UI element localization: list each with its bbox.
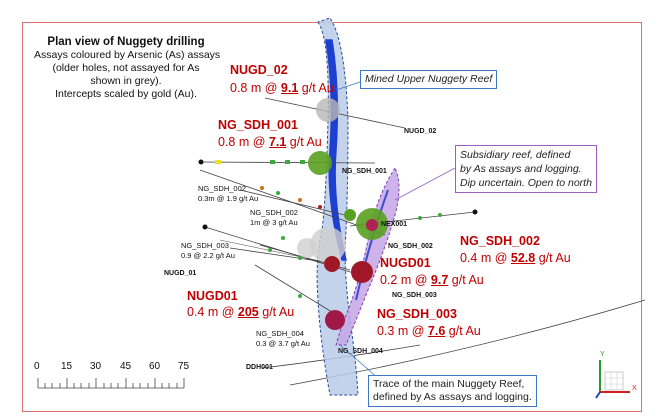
axis-gizmo: [595, 360, 630, 399]
sphere-grey-old: [310, 227, 346, 263]
sphere-sdh002-red: [366, 219, 378, 231]
intercept-hole-sdh002: NG_SDH_002: [460, 234, 540, 248]
sphere-nugd01-grey: [297, 238, 317, 258]
leader-mined-reef: [335, 81, 361, 91]
intercept-hole-sdh003: NG_SDH_003: [377, 307, 457, 321]
trace-label-nugd-01: NUGD_01: [164, 270, 197, 277]
collar-nex001: [472, 209, 478, 215]
callout-subsidiary-line-1: Subsidiary reef, defined: [460, 149, 571, 161]
intercept-value-nugd01-right: 0.2 m @ 9.7 g/t Au: [380, 273, 484, 287]
sphere-sdh002-small: [344, 209, 356, 221]
leader-subsidiary: [394, 167, 456, 201]
sphere-nugd01: [324, 256, 340, 272]
leader-sdh003: [219, 239, 326, 263]
subsidiary-reef-core: [355, 189, 389, 301]
scale-tick-45: 45: [120, 361, 132, 372]
axis-label-x: X: [632, 385, 637, 392]
callout-subsidiary-line-2: by As assays and logging.: [460, 163, 582, 175]
trace-label-ng-sdh-002: NG_SDH_002: [388, 243, 433, 250]
legend-line-1: Assays coloured by Arsenic (As) assays: [34, 49, 221, 61]
callout-subsidiary-line-3: Dip uncertain. Open to north: [460, 177, 592, 189]
intercept-value-sdh001: 0.8 m @ 7.1 g/t Au: [218, 135, 322, 149]
trace-label-ng-sdh-004: NG_SDH_004: [338, 348, 383, 355]
scale-bar-graphic: [37, 378, 185, 389]
drill-trace-nugd01: [229, 247, 326, 263]
sphere-nugd01-205: [351, 261, 373, 283]
figure-title: Plan view of Nuggety drilling: [47, 36, 205, 48]
legend-block: Plan view of Nuggety drilling Assays col…: [34, 36, 221, 101]
intercept-hole-sdh001: NG_SDH_001: [218, 118, 298, 132]
small-intercept-b: NG_SDH_002 1m @ 3 g/t Au: [250, 208, 298, 227]
collar-sdh003: [202, 224, 208, 230]
assay-markers: [215, 160, 442, 298]
intercept-hole-nugd01-right: NUGD01: [380, 256, 431, 270]
collar-sdh001: [198, 159, 204, 165]
scale-tick-0: 0: [34, 361, 40, 372]
callout-mined-reef: Mined Upper Nuggety Reef: [360, 70, 498, 89]
trace-label-ng-sdh-003: NG_SDH_003: [392, 292, 437, 299]
sphere-nugd02: [316, 98, 340, 122]
scale-tick-30: 30: [90, 361, 102, 372]
callout-main-reef-line-2: defined by As assays and logging.: [373, 391, 532, 403]
intercept-value-nugd01-left: 0.4 m @ 205 g/t Au: [187, 305, 295, 319]
legend-line-3: shown in grey).: [90, 75, 162, 87]
scale-tick-15: 15: [61, 361, 73, 372]
scale-tick-75: 75: [178, 361, 190, 372]
trace-label-nugd-02: NUGD_02: [404, 128, 437, 135]
drill-trace-sdh002b: [239, 189, 346, 216]
sphere-sdh003: [325, 310, 345, 330]
legend-line-2: (older holes, not assayed for As: [52, 62, 200, 74]
intercept-value-nugd02: 0.8 m @ 9.1 g/t Au: [230, 81, 334, 95]
small-intercept-a: NG_SDH_002 0.3m @ 1.9 g/t Au: [198, 184, 259, 203]
trace-label-nex001: NEX001: [381, 221, 408, 228]
small-intercept-d: NG_SDH_004 0.3 @ 3.7 g/t Au: [256, 329, 310, 348]
intercept-hole-nugd02: NUGD_02: [230, 63, 288, 77]
callout-main-reef: Trace of the main Nuggety Reef, defined …: [368, 375, 537, 407]
legend-line-4: Intercepts scaled by gold (Au).: [55, 88, 197, 100]
trace-label-ng-sdh-001: NG_SDH_001: [342, 168, 387, 175]
drill-trace-sdh004: [254, 264, 346, 321]
intercept-value-sdh002: 0.4 m @ 52.8 g/t Au: [460, 251, 571, 265]
callout-main-reef-line-1: Trace of the main Nuggety Reef,: [373, 378, 525, 390]
callout-subsidiary-reef: Subsidiary reef, defined by As assays an…: [455, 145, 597, 193]
trace-label-ddh001: DDH001: [246, 364, 273, 371]
small-intercept-c: NG_SDH_003 0.9 @ 2.2 g/t Au: [181, 241, 235, 260]
scale-tick-60: 60: [149, 361, 161, 372]
leader-main-reef: [339, 344, 379, 379]
intercept-value-sdh003: 0.3 m @ 7.6 g/t Au: [377, 324, 481, 338]
axis-label-y: Y: [600, 351, 605, 358]
intercept-hole-nugd01-left: NUGD01: [187, 289, 238, 303]
sphere-sdh001: [308, 151, 332, 175]
